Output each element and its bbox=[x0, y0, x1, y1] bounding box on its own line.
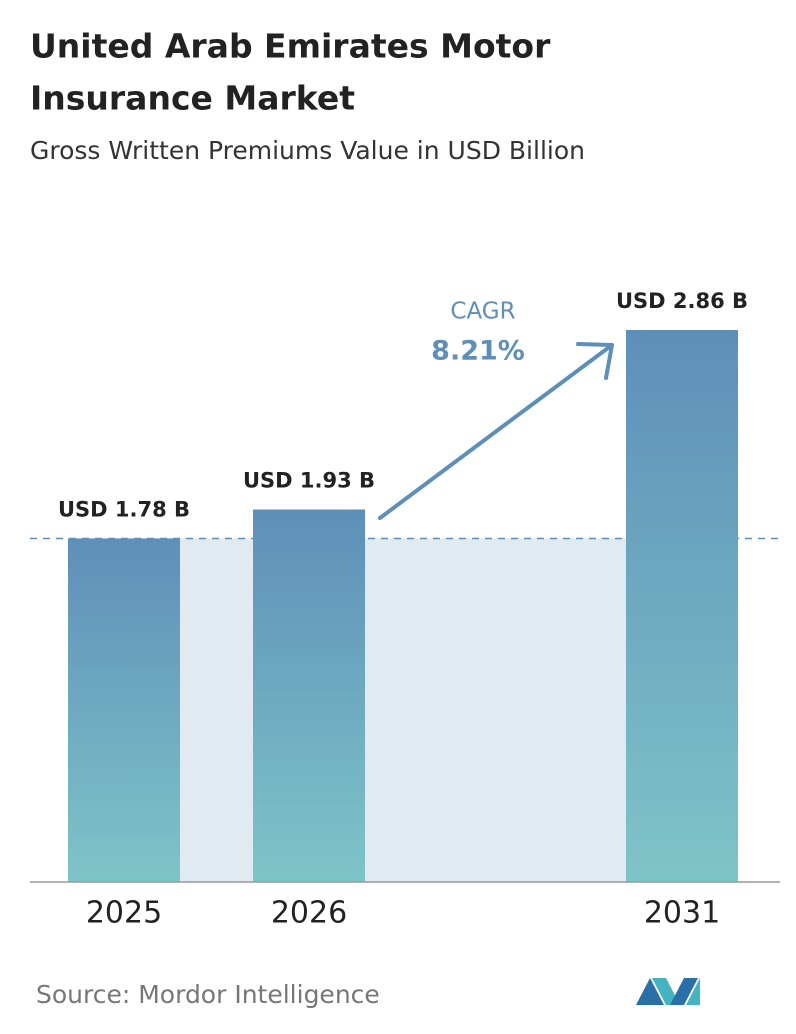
cagr-arrowhead bbox=[576, 342, 614, 380]
plot: USD 1.78 B 2025 USD 1.93 B 2026 USD 2.86 B 20… bbox=[30, 289, 780, 931]
chart-title-line1: United Arab Emirates Motor bbox=[30, 27, 551, 66]
cagr-arrow bbox=[378, 343, 614, 520]
cagr-label: CAGR bbox=[450, 299, 515, 325]
x-tick-label: 2031 bbox=[644, 896, 720, 931]
source: Source: Mordor Intelligence bbox=[36, 980, 380, 1009]
value-label: USD 1.78 B bbox=[58, 497, 190, 521]
x-tick-label: 2025 bbox=[86, 896, 162, 931]
bar bbox=[626, 330, 738, 882]
value-label: USD 1.93 B bbox=[243, 468, 375, 492]
bar bbox=[68, 538, 180, 882]
chart-subtitle: Gross Written Premiums Value in USD Bill… bbox=[30, 136, 585, 165]
cagr-value: 8.21% bbox=[431, 336, 525, 367]
value-label: USD 2.86 B bbox=[616, 289, 748, 313]
logo bbox=[636, 978, 700, 1005]
chart-title-line2: Insurance Market bbox=[30, 79, 355, 118]
x-tick-label: 2026 bbox=[271, 896, 347, 931]
bar bbox=[253, 509, 365, 882]
